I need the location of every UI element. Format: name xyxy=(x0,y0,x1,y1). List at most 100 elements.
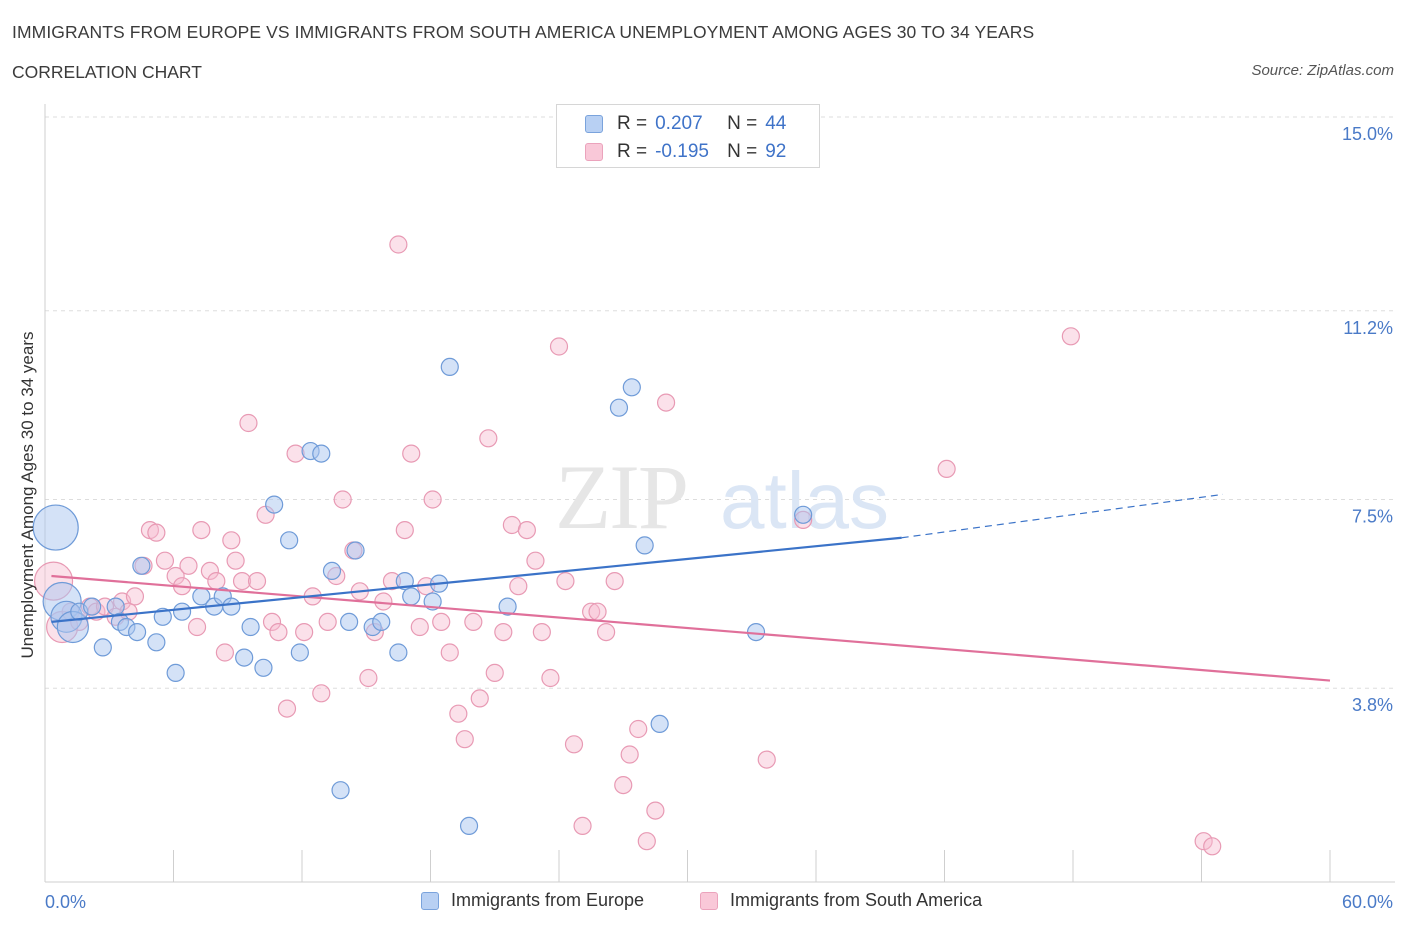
europe-point xyxy=(395,571,414,591)
south-america-point xyxy=(464,612,483,632)
south-america-point xyxy=(629,719,648,739)
europe-point xyxy=(609,398,629,417)
south-america-point xyxy=(1061,327,1080,346)
south-america-point xyxy=(1194,832,1213,851)
south-america-point xyxy=(440,643,459,662)
south-america-swatch xyxy=(585,143,603,161)
south-america-swatch xyxy=(700,891,718,910)
south-america-point xyxy=(269,622,288,642)
south-america-point xyxy=(1203,837,1222,856)
europe-point xyxy=(650,714,669,734)
south-america-point xyxy=(222,531,241,550)
europe-point xyxy=(254,658,273,677)
legend-r-value: 0.207 xyxy=(655,113,703,134)
south-america-point xyxy=(410,617,429,637)
europe-swatch xyxy=(421,891,439,910)
south-america-point xyxy=(333,490,352,509)
chart-title: IMMIGRANTS FROM EUROPE VS IMMIGRANTS FRO… xyxy=(12,22,1035,42)
south-america-point xyxy=(423,490,442,509)
europe-point xyxy=(794,505,813,524)
bottom-legend-south-america-label: Immigrants from South America xyxy=(730,890,983,910)
watermark: ZIP atlas xyxy=(555,446,889,548)
south-america-point xyxy=(517,520,536,540)
europe-point xyxy=(280,531,299,550)
europe-point xyxy=(172,602,192,621)
europe-point xyxy=(312,444,331,463)
y-tick-label: 7.5% xyxy=(1352,507,1393,527)
south-america-point xyxy=(597,622,616,642)
y-tick-label: 3.8% xyxy=(1352,695,1393,715)
south-america-point xyxy=(187,617,207,637)
y-tick-label: 11.2% xyxy=(1343,318,1393,338)
south-america-point xyxy=(526,551,545,570)
south-america-point xyxy=(239,413,258,433)
legend-r-value: -0.195 xyxy=(655,141,709,162)
europe-point xyxy=(93,638,112,657)
south-america-point xyxy=(286,444,305,463)
south-america-point xyxy=(207,571,226,591)
south-america-point xyxy=(549,337,569,356)
south-america-point xyxy=(637,832,656,851)
south-america-point xyxy=(532,622,551,642)
europe-point xyxy=(147,633,166,652)
legend: R = 0.207 N = 44 R = -0.195 N = 92 xyxy=(556,104,820,168)
south-america-point xyxy=(479,429,498,448)
south-america-point xyxy=(232,571,252,591)
europe-point xyxy=(322,561,342,581)
south-america-point xyxy=(295,622,314,642)
south-america-point xyxy=(247,571,267,591)
south-america-point xyxy=(359,668,378,688)
south-america-point xyxy=(312,684,331,703)
europe-point xyxy=(459,816,479,836)
europe-point xyxy=(106,597,125,616)
europe-swatch xyxy=(585,115,603,133)
bottom-legend-europe-label: Immigrants from Europe xyxy=(451,890,645,910)
europe-point xyxy=(153,607,172,626)
south-america-point xyxy=(166,566,185,586)
europe-point xyxy=(127,622,147,642)
europe-point xyxy=(132,556,151,575)
south-america-point xyxy=(125,587,145,606)
south-america-point xyxy=(402,444,421,463)
axes xyxy=(44,104,1395,883)
south-america-trend-line xyxy=(51,574,1331,682)
south-america-point xyxy=(509,577,528,596)
europe-point xyxy=(235,648,254,667)
legend-r-label: R = xyxy=(617,113,648,134)
legend-n-label: N = xyxy=(727,113,758,134)
south-america-point xyxy=(937,459,956,478)
legend-n-label: N = xyxy=(727,141,758,162)
trend-lines xyxy=(51,493,1331,682)
legend-r-label: R = xyxy=(617,141,648,162)
europe-point xyxy=(372,612,391,632)
south-america-point xyxy=(395,520,414,540)
tick-labels: 3.8% 7.5% 11.2% 15.0% 0.0% 60.0% xyxy=(45,124,1393,912)
south-america-point xyxy=(200,561,220,581)
europe-point xyxy=(622,378,641,397)
legend-row-south-america: R = -0.195 N = 92 xyxy=(585,140,786,164)
south-america-point xyxy=(588,602,607,621)
legend-row-europe: R = 0.207 N = 44 xyxy=(585,112,786,136)
south-america-point xyxy=(155,551,175,570)
south-america-point xyxy=(556,571,575,591)
south-america-point xyxy=(656,393,676,412)
south-america-point xyxy=(226,551,245,570)
south-america-point xyxy=(262,612,282,632)
europe-point xyxy=(331,781,350,800)
south-america-point xyxy=(620,745,639,764)
south-america-point xyxy=(389,235,408,254)
x-tick-label: 0.0% xyxy=(45,892,86,912)
x-tick-label: 60.0% xyxy=(1342,892,1393,912)
south-america-point xyxy=(573,816,592,836)
south-america-point xyxy=(541,668,560,688)
south-america-point xyxy=(485,663,504,683)
south-america-point xyxy=(147,523,166,542)
south-america-point xyxy=(605,571,624,591)
europe-point xyxy=(340,612,359,632)
south-america-point xyxy=(449,704,468,723)
south-america-point xyxy=(318,612,337,632)
europe-trend-line xyxy=(51,536,902,623)
europe-point xyxy=(346,541,365,560)
south-america-point xyxy=(192,520,211,540)
